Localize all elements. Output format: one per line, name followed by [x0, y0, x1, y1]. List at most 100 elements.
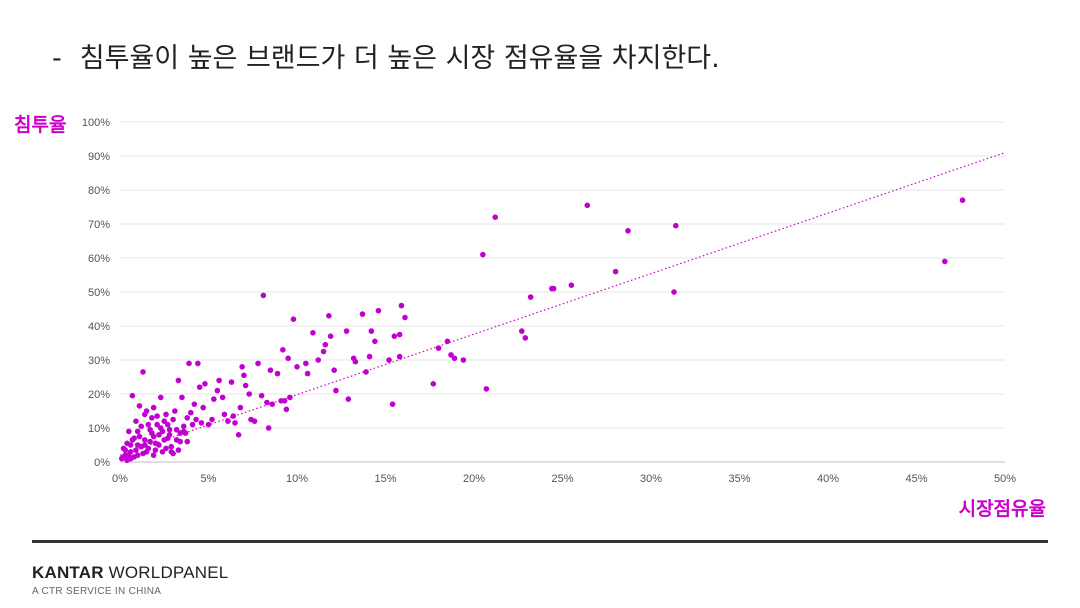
- x-tick-label: 5%: [201, 473, 217, 485]
- data-point: [451, 355, 458, 362]
- data-point: [389, 401, 396, 408]
- y-tick-label: 60%: [88, 253, 110, 265]
- data-point: [303, 360, 309, 367]
- data-point: [150, 404, 157, 411]
- y-tick-label: 50%: [88, 287, 110, 299]
- data-point: [396, 331, 403, 338]
- scatter-chart: 0% 10% 20% 30% 40% 50% 60% 70% 80% 90% 100% 0% 5% 10…: [82, 117, 1016, 485]
- data-point: [134, 452, 141, 459]
- data-point: [180, 423, 187, 430]
- data-point: [175, 447, 182, 453]
- data-point: [143, 449, 150, 455]
- data-point: [320, 348, 327, 355]
- data-point: [228, 379, 235, 385]
- data-point: [246, 391, 253, 397]
- data-point: [522, 335, 529, 341]
- data-point: [625, 228, 631, 234]
- data-point: [448, 352, 454, 358]
- data-point: [150, 452, 157, 459]
- data-point: [492, 214, 499, 220]
- data-point: [232, 420, 238, 426]
- data-point: [366, 353, 373, 360]
- data-point: [375, 307, 382, 314]
- data-point: [942, 258, 948, 265]
- data-point: [172, 408, 178, 414]
- data-point: [671, 289, 677, 295]
- data-point: [241, 372, 247, 379]
- trendline: [119, 152, 1006, 456]
- data-point: [248, 416, 254, 423]
- data-point: [285, 355, 291, 362]
- title-bullet: -: [52, 43, 62, 74]
- data-point: [184, 415, 191, 421]
- data-point: [168, 443, 175, 450]
- x-tick-label: 50%: [994, 473, 1016, 485]
- data-point: [145, 421, 152, 428]
- data-point: [255, 360, 261, 367]
- data-point: [283, 406, 290, 413]
- data-point: [483, 386, 490, 392]
- x-tick-label: 10%: [286, 473, 308, 485]
- brand-tagline: A CTR SERVICE IN CHINA: [32, 586, 162, 597]
- data-point: [331, 367, 337, 374]
- data-point: [350, 355, 357, 362]
- data-point: [138, 423, 145, 430]
- data-point: [549, 285, 555, 292]
- data-point: [196, 384, 203, 391]
- data-point: [173, 437, 180, 443]
- data-point: [141, 442, 148, 448]
- data-point: [278, 398, 284, 404]
- data-point: [157, 394, 164, 401]
- data-point: [274, 370, 281, 377]
- data-point: [235, 432, 242, 438]
- data-point: [269, 401, 276, 408]
- chart-grid: [120, 121, 1005, 463]
- data-point: [175, 377, 182, 384]
- data-point: [129, 392, 136, 399]
- slide-title: - 침투율이 높은 브랜드가 더 높은 시장 점유율을 차지한다.: [52, 36, 720, 75]
- data-point: [221, 411, 228, 418]
- data-point: [159, 449, 166, 455]
- y-tick-label: 90%: [88, 151, 110, 163]
- data-point: [141, 437, 148, 443]
- x-tick-label: 40%: [817, 473, 839, 485]
- data-point: [322, 341, 329, 348]
- data-point: [265, 425, 272, 431]
- data-point: [133, 418, 139, 425]
- data-point: [122, 447, 129, 453]
- data-point: [584, 202, 591, 209]
- y-tick-label: 40%: [88, 321, 110, 333]
- data-point: [398, 302, 405, 309]
- y-tick-label: 20%: [88, 389, 110, 401]
- x-tick-label: 20%: [463, 473, 485, 485]
- title-text: 침투율이 높은 브랜드가 더 높은 시장 점유율을 차지한다.: [79, 43, 720, 74]
- data-point: [343, 328, 350, 334]
- data-points: [118, 197, 966, 464]
- y-tick-labels: 0% 10% 20% 30% 40% 50% 60% 70% 80% 90% 100%: [82, 117, 110, 469]
- data-point: [435, 345, 442, 351]
- data-point: [164, 421, 171, 428]
- y-tick-label: 0%: [94, 457, 110, 469]
- data-point: [333, 387, 339, 394]
- y-tick-label: 100%: [82, 117, 110, 129]
- data-point: [149, 430, 155, 436]
- x-tick-label: 35%: [728, 473, 750, 485]
- data-point: [290, 316, 297, 323]
- y-tick-label: 80%: [88, 185, 110, 197]
- data-point: [304, 370, 311, 377]
- data-point: [173, 426, 180, 433]
- data-point: [126, 452, 132, 459]
- x-tick-label: 30%: [640, 473, 662, 485]
- data-point: [136, 433, 143, 440]
- data-point: [402, 314, 408, 321]
- data-point: [186, 360, 192, 367]
- x-tick-label: 25%: [551, 473, 573, 485]
- data-point: [216, 377, 222, 384]
- data-point: [170, 450, 176, 457]
- brand-logo: KANTAR WORLDPANEL: [32, 563, 228, 583]
- data-point: [127, 442, 134, 448]
- data-point: [195, 360, 201, 367]
- data-point: [136, 403, 143, 409]
- x-tick-label: 15%: [374, 473, 396, 485]
- data-point: [326, 313, 332, 319]
